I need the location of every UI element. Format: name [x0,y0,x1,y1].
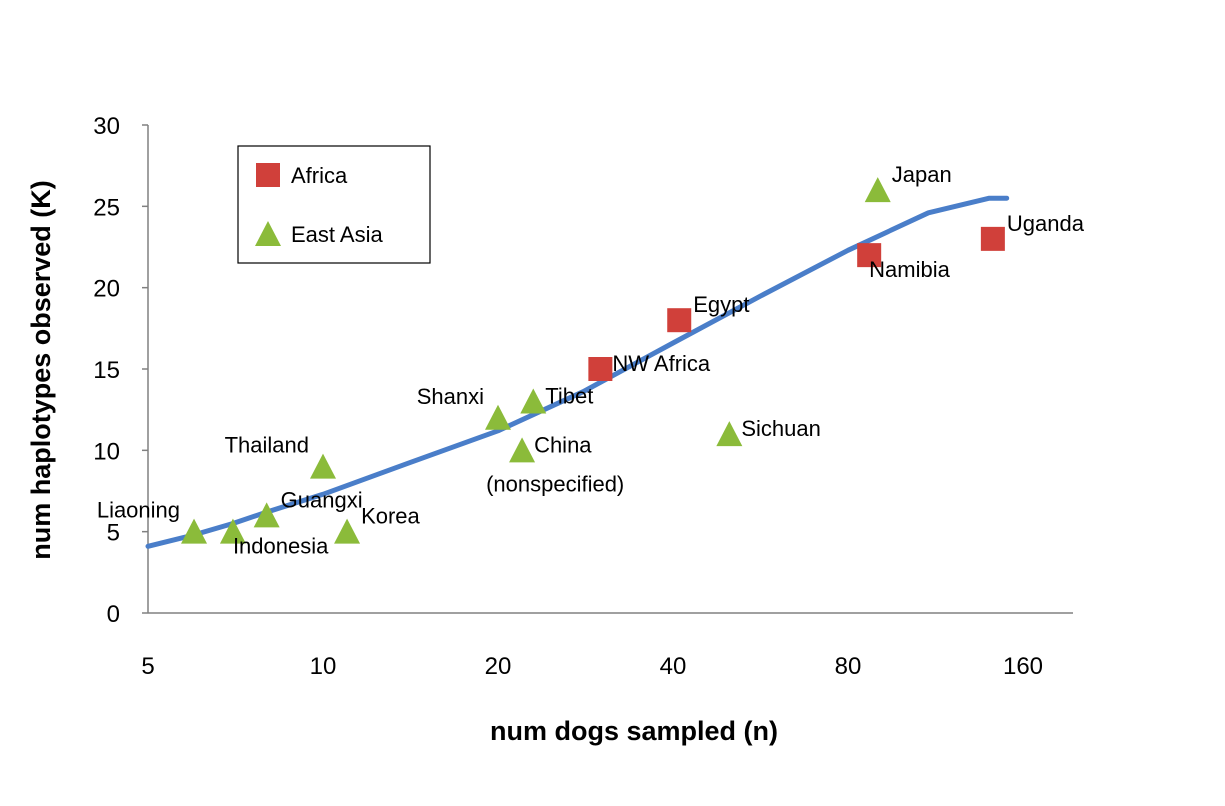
point-label: China [534,432,592,457]
point-label: NW Africa [612,351,711,376]
triangle-marker [219,518,246,544]
point-label: Sichuan [741,416,821,441]
point-label: Egypt [693,292,749,317]
x-tick-label: 20 [485,653,512,680]
point-label-line2: (nonspecified) [486,471,624,496]
legend: Africa East Asia [237,145,431,264]
triangle-marker [253,502,280,528]
x-axis-title: num dogs sampled (n) [490,716,778,746]
point-label: Guangxi [281,487,363,512]
triangle-marker [716,421,743,447]
y-tick-label: 30 [93,113,120,140]
square-marker [980,226,1005,251]
triangle-marker [255,221,281,246]
y-tick-label: 10 [93,438,120,465]
point-label: Indonesia [233,534,329,559]
triangle-marker [334,518,361,544]
point-label: Korea [361,504,420,529]
x-tick-label: 40 [660,653,687,680]
triangle-marker [864,177,891,203]
point-label: Liaoning [97,498,180,523]
y-axis-title: num haplotypes observed (K) [26,180,56,560]
legend-entry-label: East Asia [291,222,383,247]
x-tick-label: 5 [141,653,154,680]
point-label: Uganda [1007,211,1085,236]
x-tick-label: 160 [1003,653,1043,680]
y-tick-label: 15 [93,357,120,384]
y-tick-label: 25 [93,194,120,221]
triangle-marker [509,437,536,463]
square-marker [588,357,613,381]
square-marker [857,243,882,268]
y-tick-label: 0 [107,601,120,628]
point-labels: NW Africa Egypt Namibia Uganda Liaoning Indon… [97,162,1085,559]
point-label: Japan [892,162,952,187]
point-label: Thailand [225,433,309,458]
x-tick-label: 80 [835,653,862,680]
square-marker [256,163,280,187]
point-label: Tibet [545,384,593,409]
triangle-marker [310,453,336,479]
legend-entry-label: Africa [291,163,348,188]
square-marker [667,308,692,333]
triangle-marker [520,388,547,414]
x-tick-label: 10 [310,653,337,680]
point-label: Namibia [869,257,950,282]
y-tick-label: 20 [93,276,120,303]
y-tick-label: 5 [107,520,120,547]
triangle-marker [485,404,511,430]
markers [181,177,1005,544]
point-label: Shanxi [417,384,484,409]
triangle-marker [181,518,208,544]
